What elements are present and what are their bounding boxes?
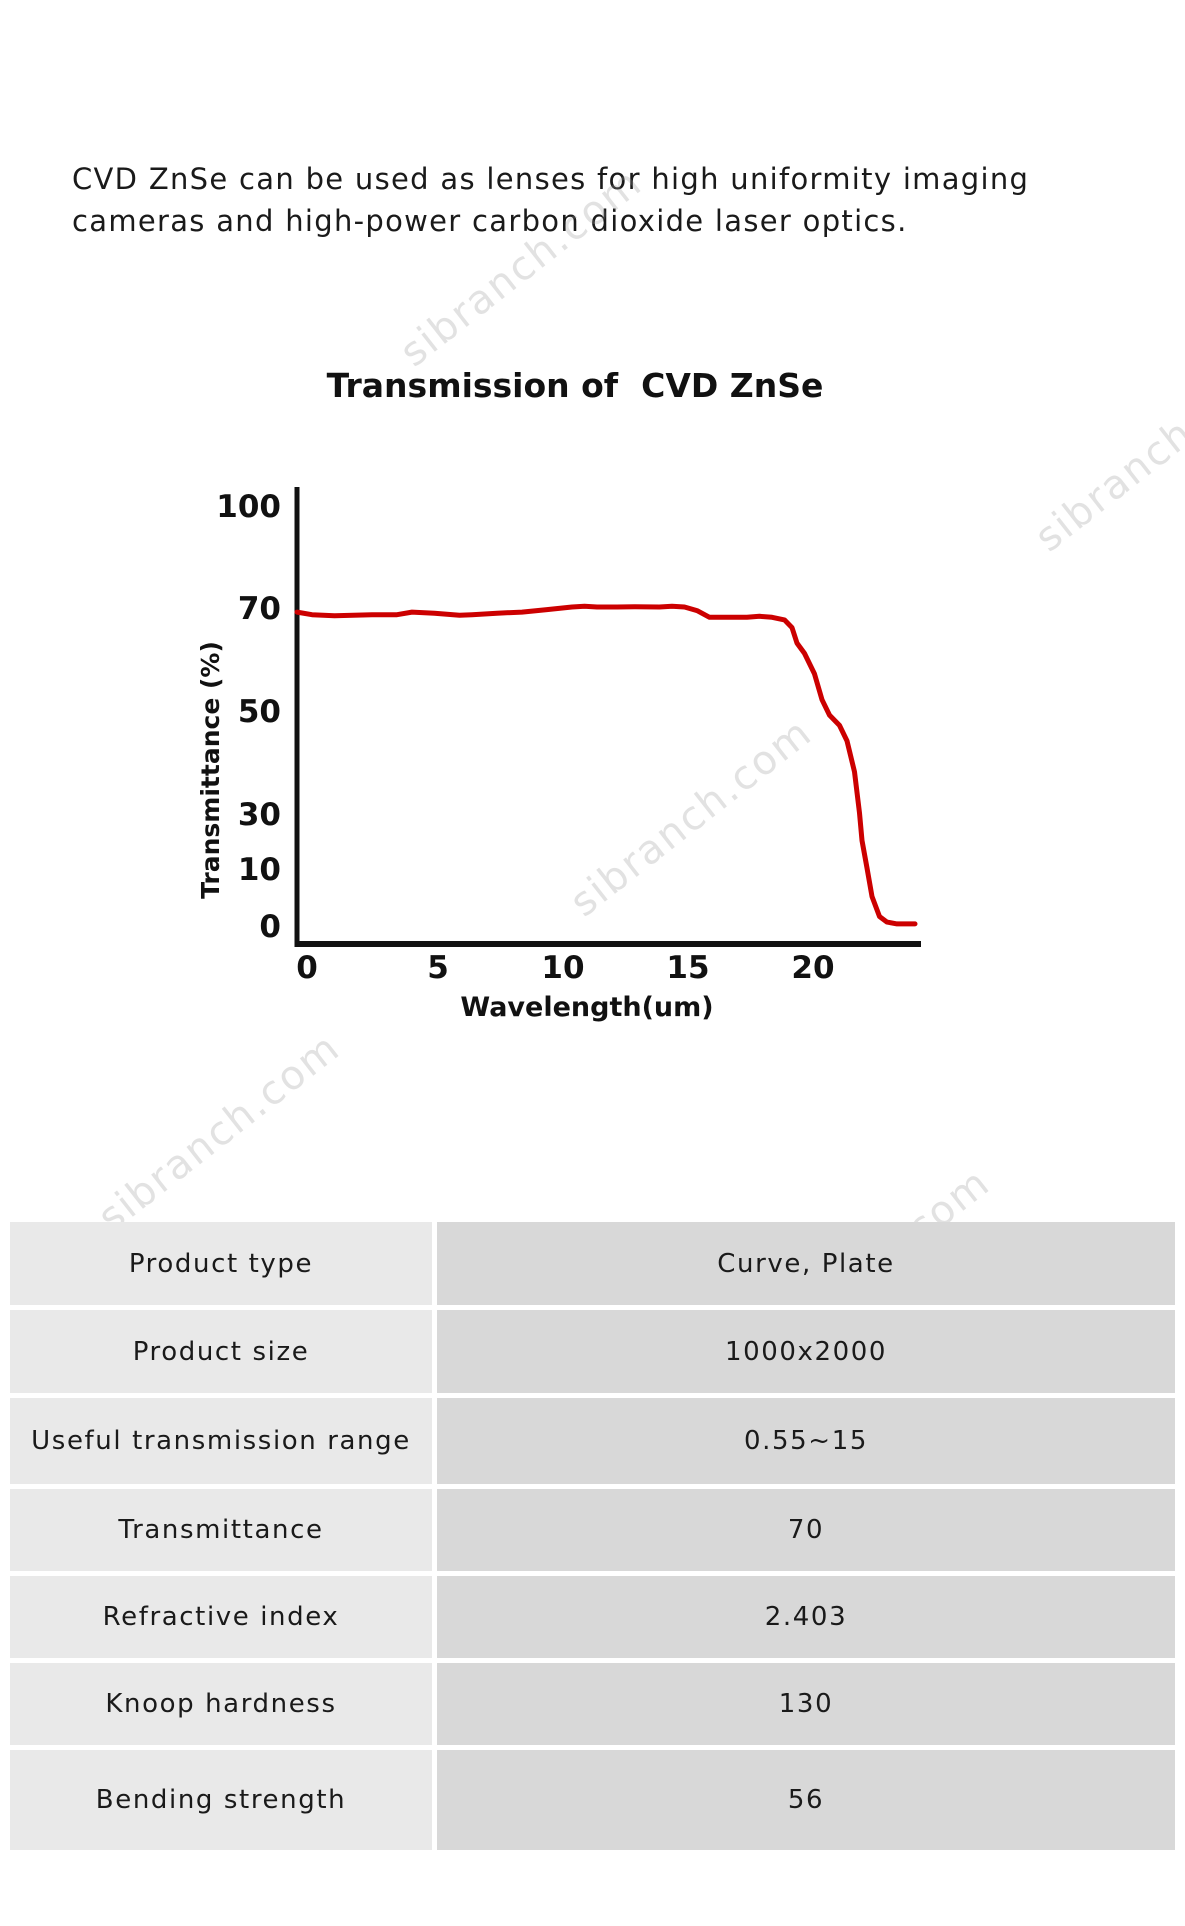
y-tick-label: 50	[238, 694, 281, 730]
y-tick-label: 70	[238, 591, 281, 627]
table-row: Bending strength 56	[10, 1750, 1175, 1850]
table-row: Product size 1000x2000	[10, 1310, 1175, 1398]
y-tick-label: 30	[238, 797, 281, 833]
transmission-series-line	[294, 603, 918, 927]
table-row: Refractive index 2.403	[10, 1576, 1175, 1663]
table-row: Transmittance 70	[10, 1489, 1175, 1576]
chart-canvas: Transmission of CVD ZnSe Transmittance (…	[196, 366, 921, 1023]
y-tick-labels: 0 10 30 50 70 100	[216, 489, 281, 945]
spec-value: 130	[437, 1663, 1175, 1750]
spec-label: Product size	[10, 1310, 437, 1398]
transmission-chart: Transmission of CVD ZnSe Transmittance (…	[0, 350, 1185, 1050]
x-axis-label: Wavelength(um)	[460, 992, 713, 1023]
spec-value: Curve, Plate	[437, 1222, 1175, 1310]
y-axis-label: Transmittance (%)	[196, 641, 225, 899]
table-row: Product type Curve, Plate	[10, 1222, 1175, 1310]
spec-value: 2.403	[437, 1576, 1175, 1663]
spec-value: 0.55~15	[437, 1398, 1175, 1489]
spec-label: Transmittance	[10, 1489, 437, 1576]
spec-value: 70	[437, 1489, 1175, 1576]
y-tick-label: 0	[259, 909, 281, 945]
table-row: Knoop hardness 130	[10, 1663, 1175, 1750]
watermark-4: sibranch.com	[89, 1024, 349, 1241]
spec-label: Refractive index	[10, 1576, 437, 1663]
x-tick-label: 10	[541, 950, 584, 986]
spec-label: Bending strength	[10, 1750, 437, 1850]
x-tick-label: 15	[666, 950, 709, 986]
x-tick-label: 0	[296, 950, 318, 986]
table-row: Useful transmission range 0.55~15	[10, 1398, 1175, 1489]
x-tick-labels: 0 5 10 15 20	[296, 950, 834, 986]
y-tick-label: 100	[216, 489, 281, 525]
spec-value: 1000x2000	[437, 1310, 1175, 1398]
y-tick-label: 10	[238, 852, 281, 888]
spec-table: Product type Curve, Plate Product size 1…	[10, 1222, 1175, 1850]
spec-value: 56	[437, 1750, 1175, 1850]
x-tick-label: 20	[791, 950, 834, 986]
chart-title: Transmission of CVD ZnSe	[327, 366, 824, 405]
spec-label: Knoop hardness	[10, 1663, 437, 1750]
spec-label: Product type	[10, 1222, 437, 1310]
x-tick-label: 5	[427, 950, 449, 986]
spec-label: Useful transmission range	[10, 1398, 437, 1489]
intro-paragraph: CVD ZnSe can be used as lenses for high …	[72, 162, 1030, 238]
